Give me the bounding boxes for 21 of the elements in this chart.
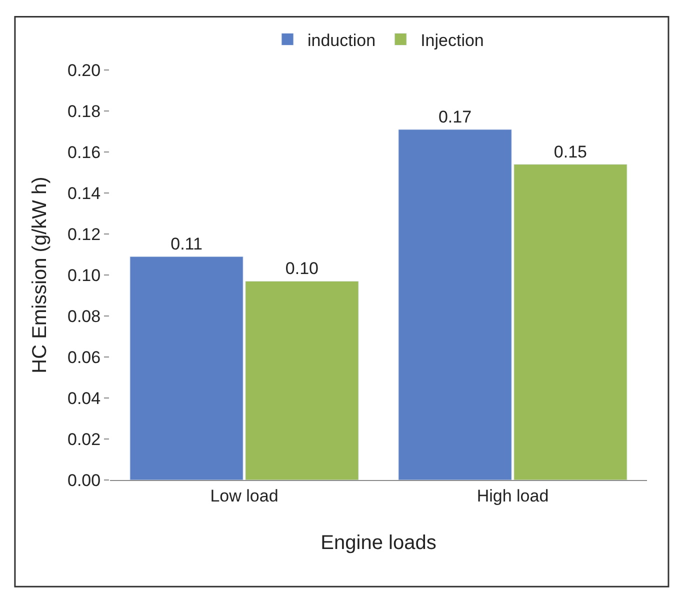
data-label: 0.15	[554, 142, 588, 162]
x-tick-label: High load	[476, 486, 549, 506]
y-tick-label: 0.02	[68, 430, 101, 449]
data-label: 0.11	[170, 234, 202, 254]
y-tick-label: 0.06	[68, 348, 101, 367]
data-label: 0.10	[285, 259, 319, 278]
y-tick-label: 0.16	[68, 142, 101, 162]
y-tick-label: 0.00	[68, 470, 101, 490]
y-tick-label: 0.20	[68, 60, 101, 80]
y-tick-label: 0.08	[68, 306, 101, 326]
y-tick-label: 0.04	[68, 388, 101, 408]
x-axis-title: Engine loads	[320, 532, 436, 554]
y-tick-label: 0.14	[68, 184, 101, 203]
legend-label: induction	[308, 30, 376, 50]
y-axis-title: HC Emission (g/kW h)	[29, 176, 52, 374]
data-label: 0.17	[438, 107, 472, 126]
y-tick-label: 0.18	[68, 102, 101, 121]
x-tick-label: Low load	[210, 486, 278, 506]
y-tick-label: 0.12	[68, 224, 101, 244]
y-tick-label: 0.10	[68, 266, 101, 285]
legend-label: Injection	[420, 30, 484, 50]
